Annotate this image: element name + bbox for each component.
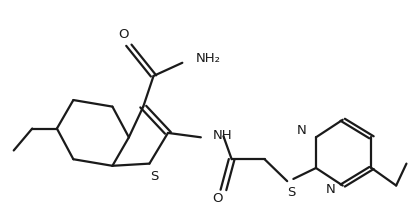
Text: NH: NH <box>213 129 232 142</box>
Text: N: N <box>297 124 306 137</box>
Text: N: N <box>325 183 335 196</box>
Text: S: S <box>150 170 159 183</box>
Text: S: S <box>287 186 295 199</box>
Text: O: O <box>118 28 128 41</box>
Text: O: O <box>211 192 222 205</box>
Text: NH₂: NH₂ <box>195 52 221 65</box>
